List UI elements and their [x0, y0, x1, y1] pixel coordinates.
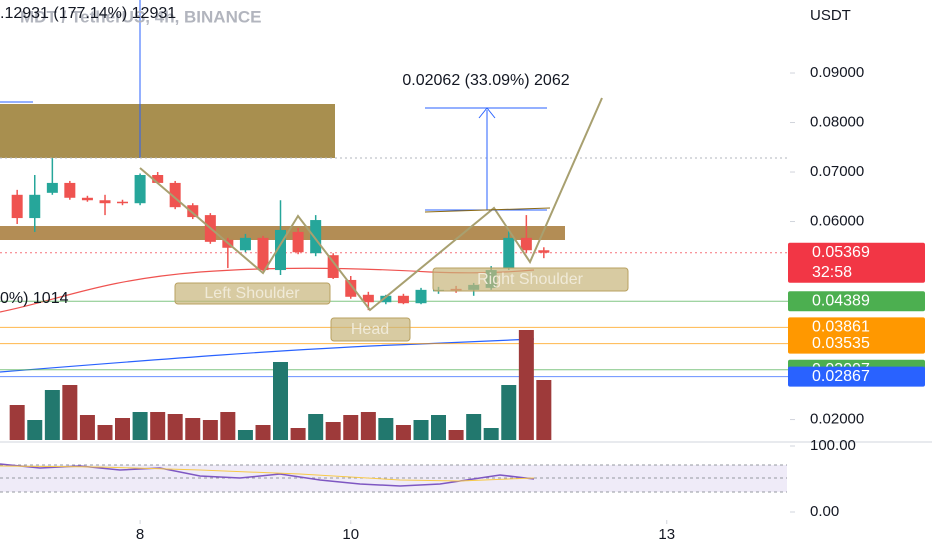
candle-body [503, 237, 515, 269]
volume-bar [290, 428, 306, 440]
candle-body [310, 220, 322, 254]
volume-bar [115, 418, 131, 440]
volume-bar [325, 422, 341, 440]
candle-body [117, 201, 129, 204]
candle-body [345, 279, 357, 297]
volume-bar [220, 412, 236, 440]
volume-bar [343, 415, 359, 440]
annotation: Head [351, 321, 389, 338]
price-label: 0.05369 [812, 244, 870, 261]
volume-bar [79, 415, 95, 440]
trend-line [424, 207, 551, 213]
candle-body [397, 295, 409, 304]
moving-average [0, 338, 535, 373]
volume-bar [413, 420, 429, 440]
price-label-box [788, 366, 925, 387]
volume-bar [518, 330, 534, 440]
rsi-tick-label: 100.00 [810, 437, 856, 454]
volume-bar [360, 412, 376, 440]
volume-bar [483, 428, 499, 440]
volume-bar [395, 425, 411, 440]
volume-bar [97, 425, 113, 440]
candle-body [29, 194, 41, 219]
volume-bar [132, 412, 148, 440]
volume-bar [167, 414, 183, 440]
y-tick-label: 0.02000 [810, 411, 864, 428]
annotation: 0%) 1014 [0, 290, 69, 307]
annotation: 0.02062 (33.09%) 2062 [402, 72, 569, 89]
x-tick-label: 8 [136, 526, 144, 543]
price-label: 0.02867 [812, 368, 870, 385]
volume-bar [431, 415, 447, 440]
price-label-box [788, 291, 925, 312]
price-label: 0.03535 [812, 335, 870, 352]
volume-bar [536, 380, 552, 440]
y-tick-label: 0.07000 [810, 163, 864, 180]
countdown: 32:58 [812, 264, 852, 281]
price-label-box [788, 317, 925, 338]
volume-bar [202, 420, 218, 440]
annotation: Left Shoulder [204, 285, 300, 302]
candle-body [99, 200, 111, 204]
volume-bar [308, 414, 324, 440]
volume-bar [150, 412, 166, 440]
label-box [330, 317, 411, 342]
candle-body [257, 237, 269, 271]
candle-body [380, 295, 392, 303]
candle-body [11, 194, 23, 219]
candle-body [134, 175, 146, 204]
candle-body [81, 197, 93, 201]
rsi-ma [0, 465, 535, 482]
volume-bar [501, 385, 517, 440]
volume-bar [185, 418, 201, 440]
label-box [432, 267, 629, 292]
label-box [174, 282, 331, 305]
x-tick-label: 13 [658, 526, 675, 543]
y-tick-label: 0.09000 [810, 64, 864, 81]
x-tick-label: 10 [342, 526, 359, 543]
candle-body [64, 182, 76, 198]
volume-bar [27, 420, 43, 440]
candle-body [187, 205, 199, 218]
candle-body [327, 255, 339, 278]
price-label-box [788, 242, 925, 283]
supply-zone [0, 104, 335, 158]
rsi-tick-label: 0.00 [810, 503, 839, 520]
volume-bar [62, 385, 78, 440]
candle-body [46, 182, 58, 193]
candle-body [362, 294, 374, 303]
y-tick-label: 0.08000 [810, 113, 864, 130]
candle-body [538, 250, 550, 253]
chart-title: MDT / TetherUS, 4h, BINANCE [20, 7, 261, 26]
measure-arrow [478, 107, 496, 119]
volume-bar [237, 430, 253, 440]
price-label: 0.03861 [812, 319, 870, 336]
volume-bar [466, 414, 482, 440]
y-tick-label: 0.06000 [810, 213, 864, 230]
y-axis-label: USDT [810, 7, 851, 24]
candle-body [275, 229, 287, 271]
chart-subtitle: .12931 (177.14%) 12931 [0, 5, 176, 22]
candle-body [292, 231, 304, 253]
volume-bar [44, 390, 60, 440]
candle-body [520, 237, 532, 251]
annotation: Right Shoulder [477, 271, 584, 288]
price-label: 0.04389 [812, 293, 870, 310]
volume-bar [255, 425, 271, 440]
price-label-box [788, 333, 925, 354]
pattern-line [139, 97, 603, 312]
candle-body [152, 175, 164, 183]
volume-bar [378, 418, 394, 440]
candle-body [169, 182, 181, 208]
candle-body [415, 289, 427, 304]
volume-bar [273, 362, 289, 440]
volume-bar [9, 405, 25, 440]
candle-body [239, 237, 251, 251]
volume-bar [448, 430, 464, 440]
